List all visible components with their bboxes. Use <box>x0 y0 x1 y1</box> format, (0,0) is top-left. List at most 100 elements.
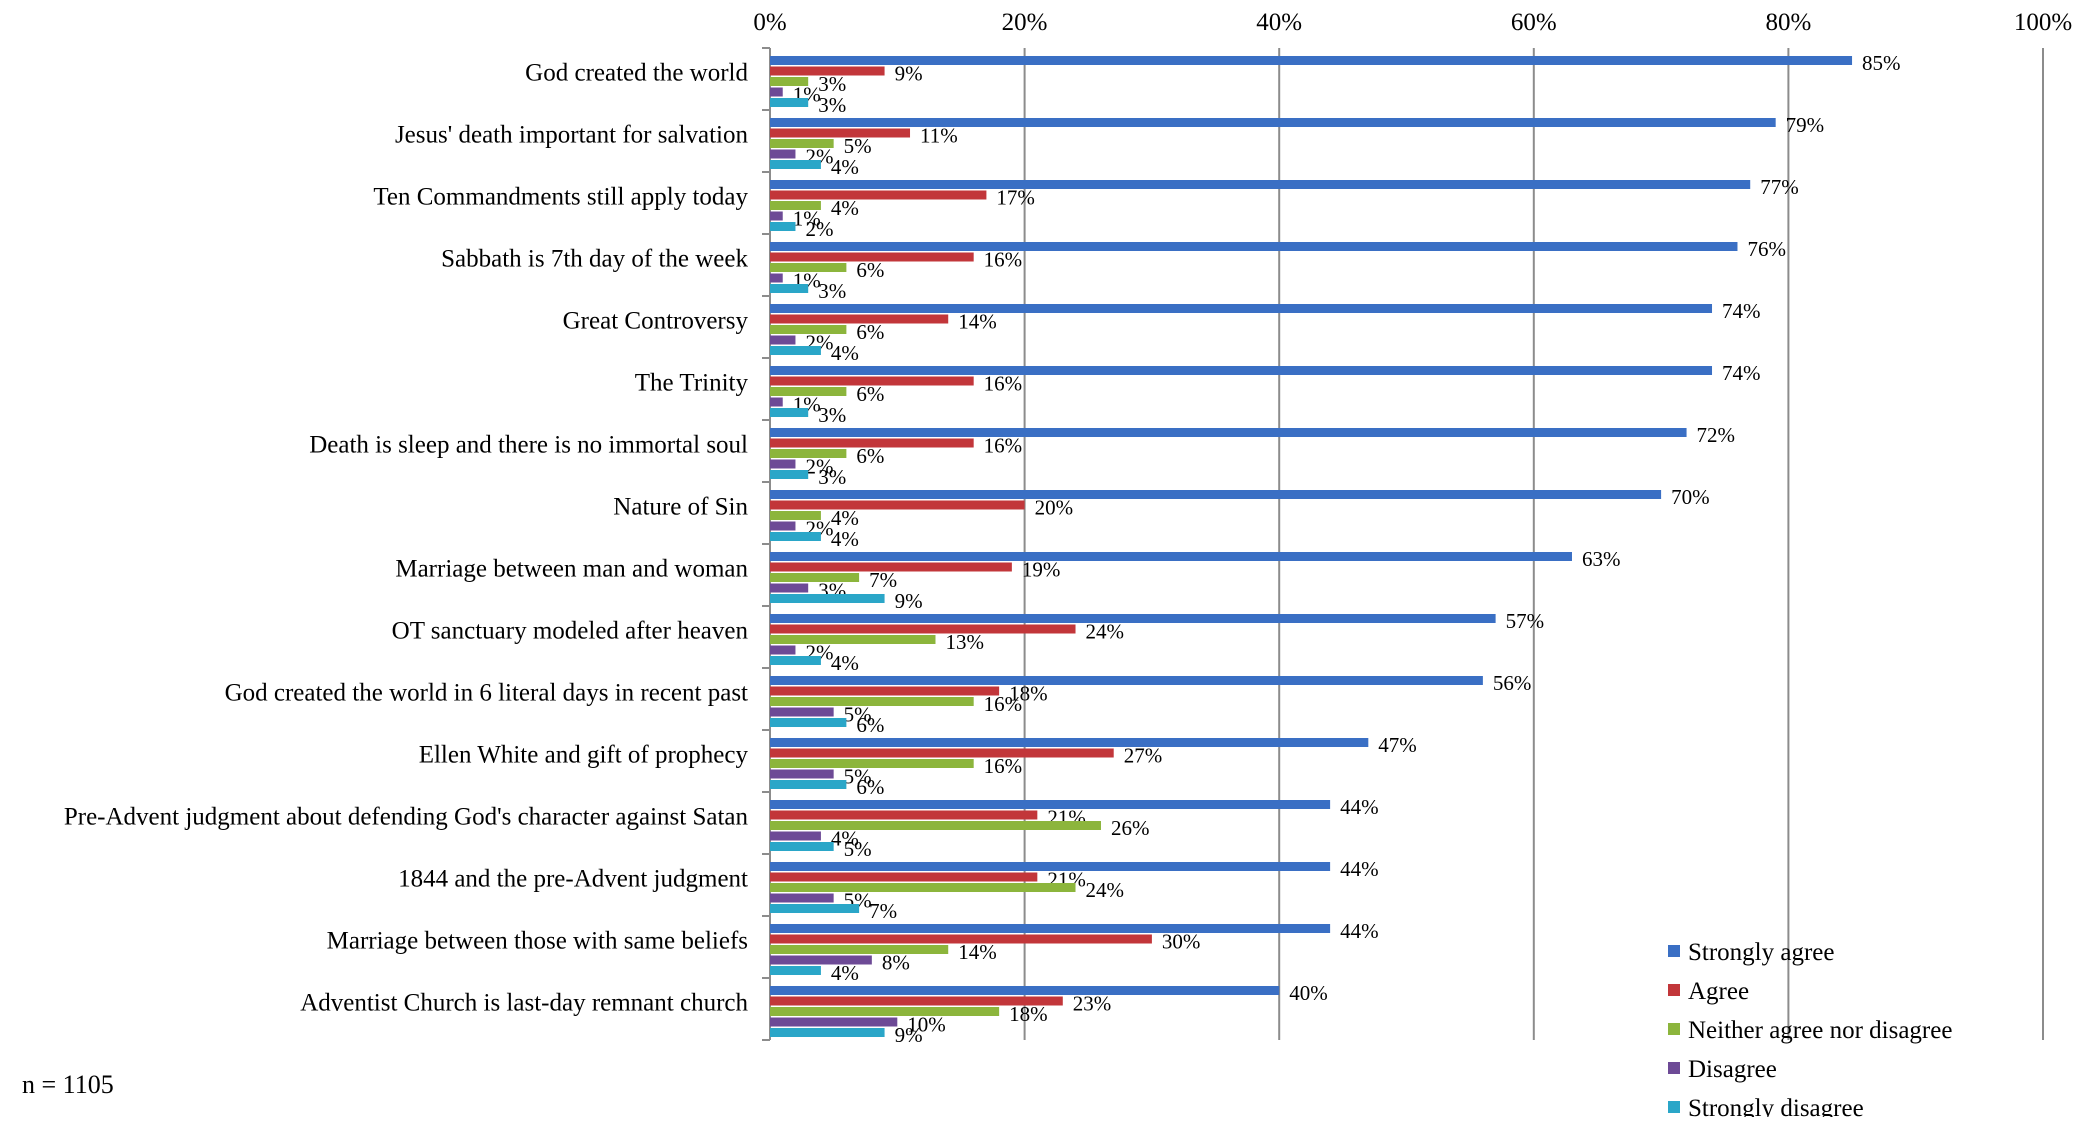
category-label: The Trinity <box>635 370 749 397</box>
bar <box>770 562 1012 572</box>
data-label: 30% <box>1162 930 1201 954</box>
bar <box>770 376 974 386</box>
data-label: 63% <box>1582 547 1621 571</box>
bar <box>770 77 809 86</box>
bar <box>770 449 847 458</box>
legend-swatch <box>1668 945 1680 957</box>
data-label: 27% <box>1124 744 1163 768</box>
bar <box>770 397 783 407</box>
category-label: Pre-Advent judgment about defending God'… <box>64 804 749 831</box>
bar <box>770 614 1496 623</box>
category-label: Great Controversy <box>563 308 749 335</box>
bar <box>770 594 885 603</box>
data-label: 26% <box>1111 816 1150 840</box>
data-label: 40% <box>1289 981 1328 1005</box>
data-label: 17% <box>996 186 1034 210</box>
category-label: Sabbath is 7th day of the week <box>441 246 748 273</box>
data-label: 24% <box>1086 620 1125 644</box>
x-tick-label: 60% <box>1511 9 1557 36</box>
bar <box>770 872 1038 882</box>
data-label: 16% <box>984 692 1023 716</box>
category-label: God created the world in 6 literal days … <box>225 680 748 707</box>
data-label: 3% <box>818 279 846 303</box>
bar <box>770 387 847 396</box>
category-label: OT sanctuary modeled after heaven <box>392 618 749 645</box>
bar <box>770 263 847 272</box>
data-label: 3% <box>818 93 846 117</box>
data-label: 57% <box>1506 609 1545 633</box>
bar <box>770 583 809 593</box>
bar <box>770 459 796 469</box>
data-label: 18% <box>1009 682 1048 706</box>
bar <box>770 883 1076 892</box>
bar <box>770 862 1331 871</box>
bar <box>770 821 1101 830</box>
data-label: 3% <box>818 403 846 427</box>
data-label: 9% <box>895 62 923 86</box>
bar <box>770 955 872 965</box>
legend-label: Strongly agree <box>1688 939 1834 966</box>
x-tick-label: 0% <box>753 9 786 36</box>
category-label: God created the world <box>525 60 748 87</box>
bar <box>770 1028 885 1037</box>
category-label: Death is sleep and there is no immortal … <box>309 432 748 459</box>
legend-label: Neither agree nor disagree <box>1688 1017 1952 1044</box>
category-label: Adventist Church is last-day remnant chu… <box>300 990 748 1017</box>
data-label: 23% <box>1073 992 1112 1016</box>
bar <box>770 242 1738 251</box>
data-label: 47% <box>1378 733 1417 757</box>
bar <box>770 707 834 717</box>
bar <box>770 98 809 107</box>
data-label: 85% <box>1862 51 1901 75</box>
category-label: Ellen White and gift of prophecy <box>419 742 749 769</box>
bar <box>770 314 949 324</box>
data-label: 3% <box>818 465 846 489</box>
bar <box>770 408 809 417</box>
bar <box>770 252 974 262</box>
bar <box>770 800 1331 809</box>
bar <box>770 924 1331 933</box>
bar <box>770 222 796 231</box>
bar <box>770 118 1776 127</box>
data-label: 5% <box>844 703 872 727</box>
data-label: 5% <box>844 134 872 158</box>
data-label: 5% <box>844 765 872 789</box>
data-label: 44% <box>1340 795 1379 819</box>
bar <box>770 201 821 210</box>
bar <box>770 149 796 159</box>
bar <box>770 656 821 665</box>
bar <box>770 966 821 975</box>
data-label: 11% <box>920 124 958 148</box>
bar <box>770 635 936 644</box>
data-label: 4% <box>831 506 859 530</box>
data-label: 6% <box>856 444 884 468</box>
bar <box>770 697 974 706</box>
bar <box>770 304 1713 313</box>
data-label: 74% <box>1722 299 1761 323</box>
category-label: 1844 and the pre-Advent judgment <box>398 866 748 893</box>
bar <box>770 759 974 768</box>
data-label: 4% <box>831 341 859 365</box>
bar <box>770 180 1751 189</box>
data-label: 2% <box>805 217 833 241</box>
data-label: 4% <box>831 827 859 851</box>
legend-label: Strongly disagree <box>1688 1095 1864 1117</box>
legend-swatch <box>1668 1023 1680 1035</box>
bar <box>770 645 796 655</box>
data-label: 76% <box>1747 237 1786 261</box>
data-label: 18% <box>1009 1002 1048 1026</box>
data-label: 7% <box>869 568 897 592</box>
bar <box>770 831 821 841</box>
legend-swatch <box>1668 1101 1680 1113</box>
bar <box>770 160 821 169</box>
data-label: 24% <box>1086 878 1125 902</box>
x-tick-label: 20% <box>1002 9 1048 36</box>
data-label: 3% <box>818 72 846 96</box>
data-label: 14% <box>958 310 997 334</box>
bar <box>770 128 911 138</box>
category-label: Marriage between man and woman <box>395 556 748 583</box>
data-label: 19% <box>1022 558 1061 582</box>
bar <box>770 511 821 520</box>
data-label: 44% <box>1340 857 1379 881</box>
